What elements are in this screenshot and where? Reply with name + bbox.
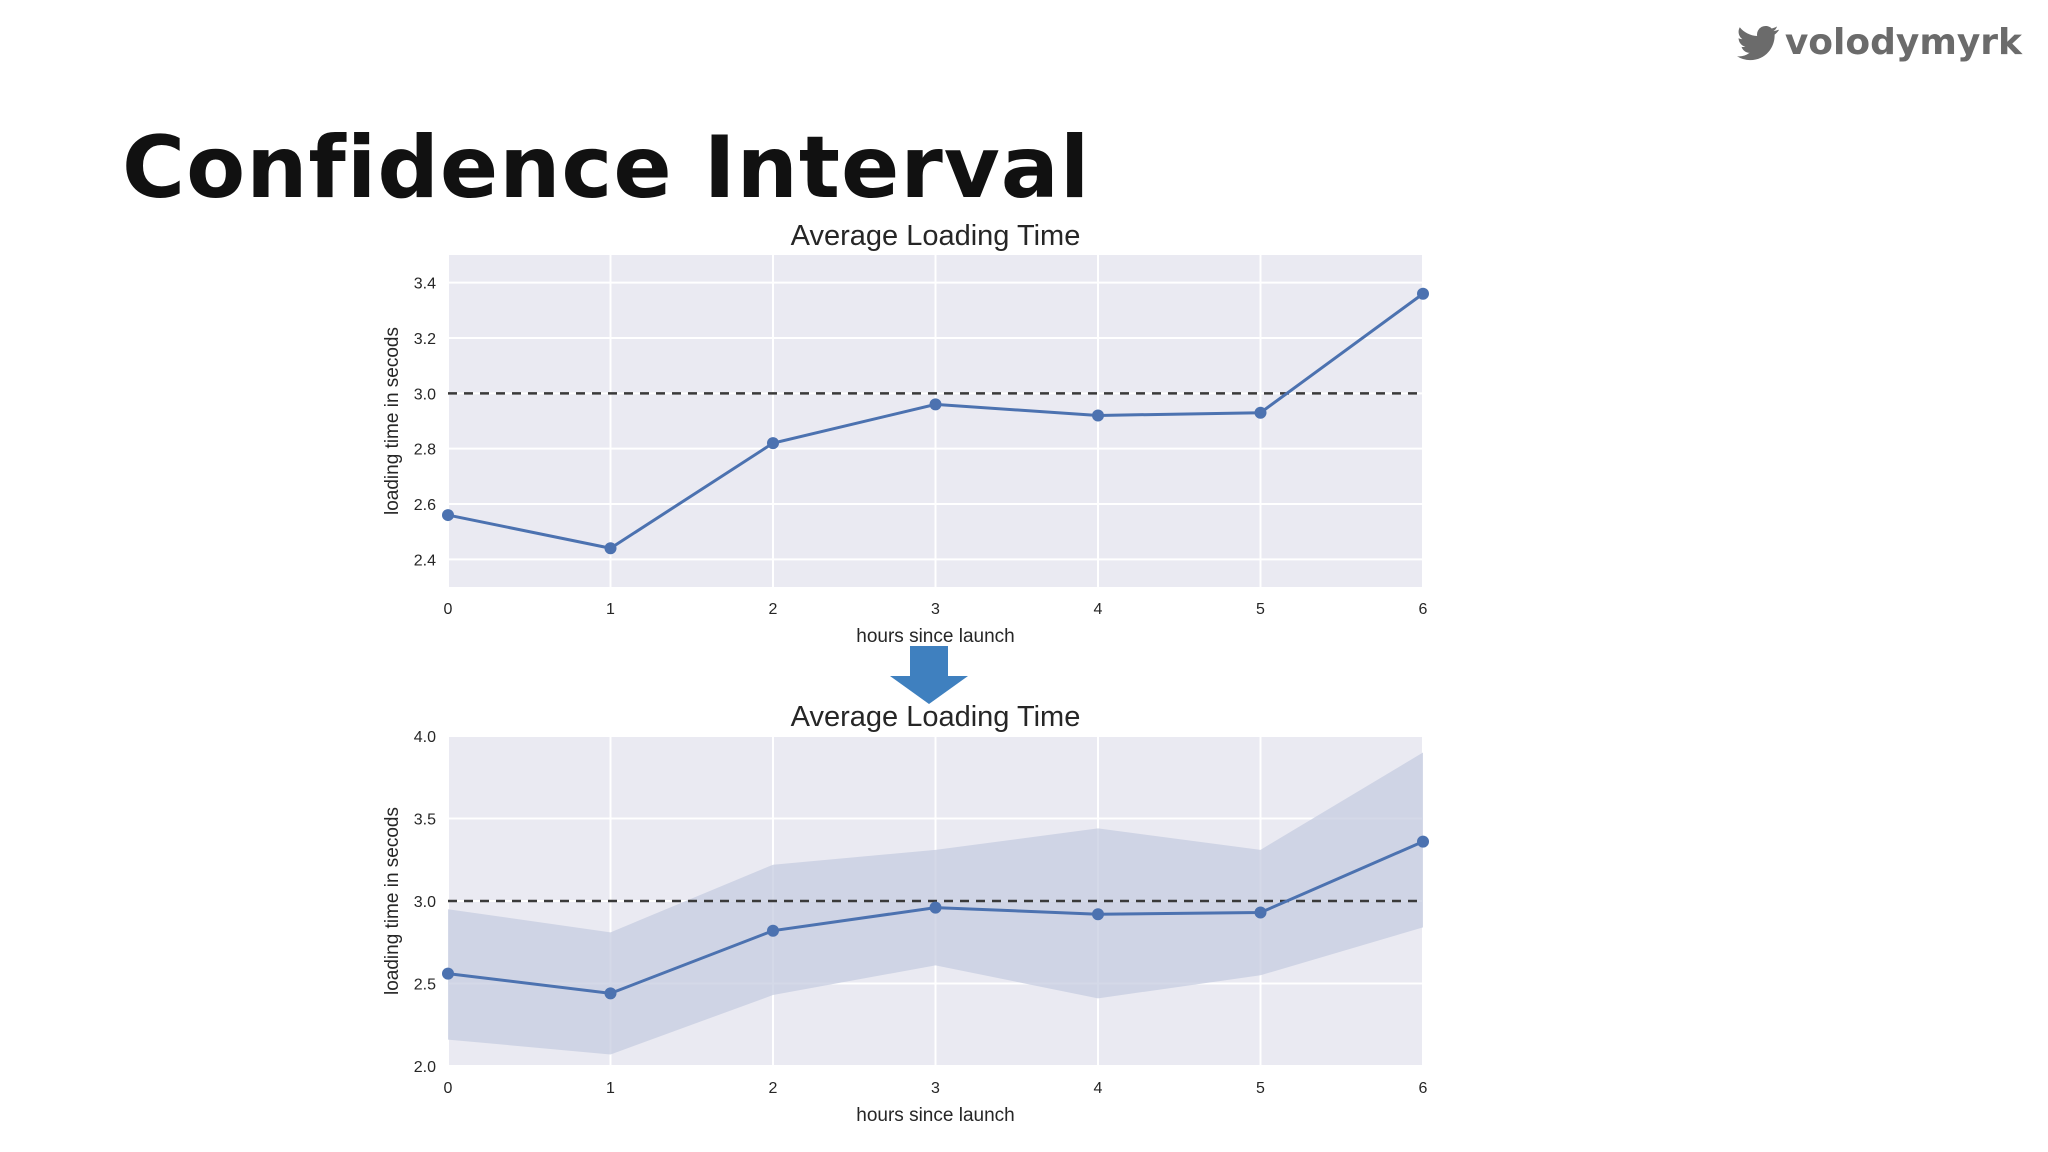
- data-point: [604, 987, 617, 1000]
- x-tick-label: 2: [769, 601, 778, 618]
- x-tick-label: 0: [444, 1080, 453, 1097]
- y-tick-label: 3.4: [414, 276, 436, 293]
- data-point: [767, 924, 779, 937]
- x-tick-label: 5: [1256, 601, 1265, 618]
- chart-title: Average Loading Time: [791, 220, 1081, 252]
- x-tick-label: 3: [931, 1080, 940, 1097]
- data-point: [767, 437, 779, 450]
- y-tick-label: 3.5: [414, 812, 436, 829]
- x-tick-label: 4: [1094, 1080, 1103, 1097]
- x-tick-label: 2: [769, 1080, 778, 1097]
- chart-bottom: 0 1 2 3 4 5 6 2.0 2.5 3.0 3.5 4.0 Average Loading Ti…: [382, 701, 1429, 1126]
- data-point: [442, 509, 454, 522]
- down-arrow-icon: [890, 646, 968, 704]
- chart-top: 0 1 2 3 4 5 6 2.4 2.6 2.8 3.0 3.2 3.4 Average Loading…: [382, 220, 1429, 647]
- x-tick-label: 0: [444, 601, 453, 618]
- data-point: [442, 967, 454, 980]
- data-point: [604, 542, 617, 555]
- y-tick-label: 3.2: [414, 331, 436, 348]
- data-point: [1417, 835, 1429, 848]
- data-point: [1092, 409, 1104, 422]
- x-tick-label: 1: [606, 1080, 615, 1097]
- data-point: [1254, 906, 1267, 919]
- y-tick-label: 3.0: [414, 894, 436, 911]
- data-point: [929, 901, 942, 914]
- y-tick-label: 2.0: [414, 1059, 436, 1076]
- x-axis-label: hours since launch: [856, 1105, 1014, 1126]
- chart-title: Average Loading Time: [791, 701, 1081, 733]
- y-tick-label: 2.8: [414, 442, 436, 459]
- x-tick-label: 6: [1419, 1080, 1428, 1097]
- y-tick-label: 2.6: [414, 497, 436, 514]
- brand-handle: volodymyrk: [1736, 22, 2022, 63]
- y-axis-label: loading time in secods: [382, 807, 403, 995]
- x-tick-label: 3: [931, 601, 940, 618]
- data-point: [1254, 406, 1267, 419]
- y-tick-label: 2.5: [414, 977, 436, 994]
- data-point: [929, 398, 942, 411]
- x-tick-label: 6: [1419, 601, 1428, 618]
- y-tick-label: 3.0: [414, 386, 436, 403]
- slide-title: Confidence Interval: [122, 118, 1091, 218]
- y-axis-label: loading time in secods: [382, 327, 403, 515]
- twitter-bird-icon: [1736, 25, 1779, 60]
- data-point: [1417, 287, 1429, 300]
- x-axis-label: hours since launch: [856, 626, 1014, 647]
- x-tick-label: 5: [1256, 1080, 1265, 1097]
- x-tick-label: 1: [606, 601, 615, 618]
- y-tick-label: 4.0: [414, 729, 436, 746]
- brand-handle-text: volodymyrk: [1784, 22, 2022, 63]
- y-tick-label: 2.4: [414, 552, 436, 569]
- data-point: [1092, 908, 1104, 921]
- x-tick-label: 4: [1094, 601, 1103, 618]
